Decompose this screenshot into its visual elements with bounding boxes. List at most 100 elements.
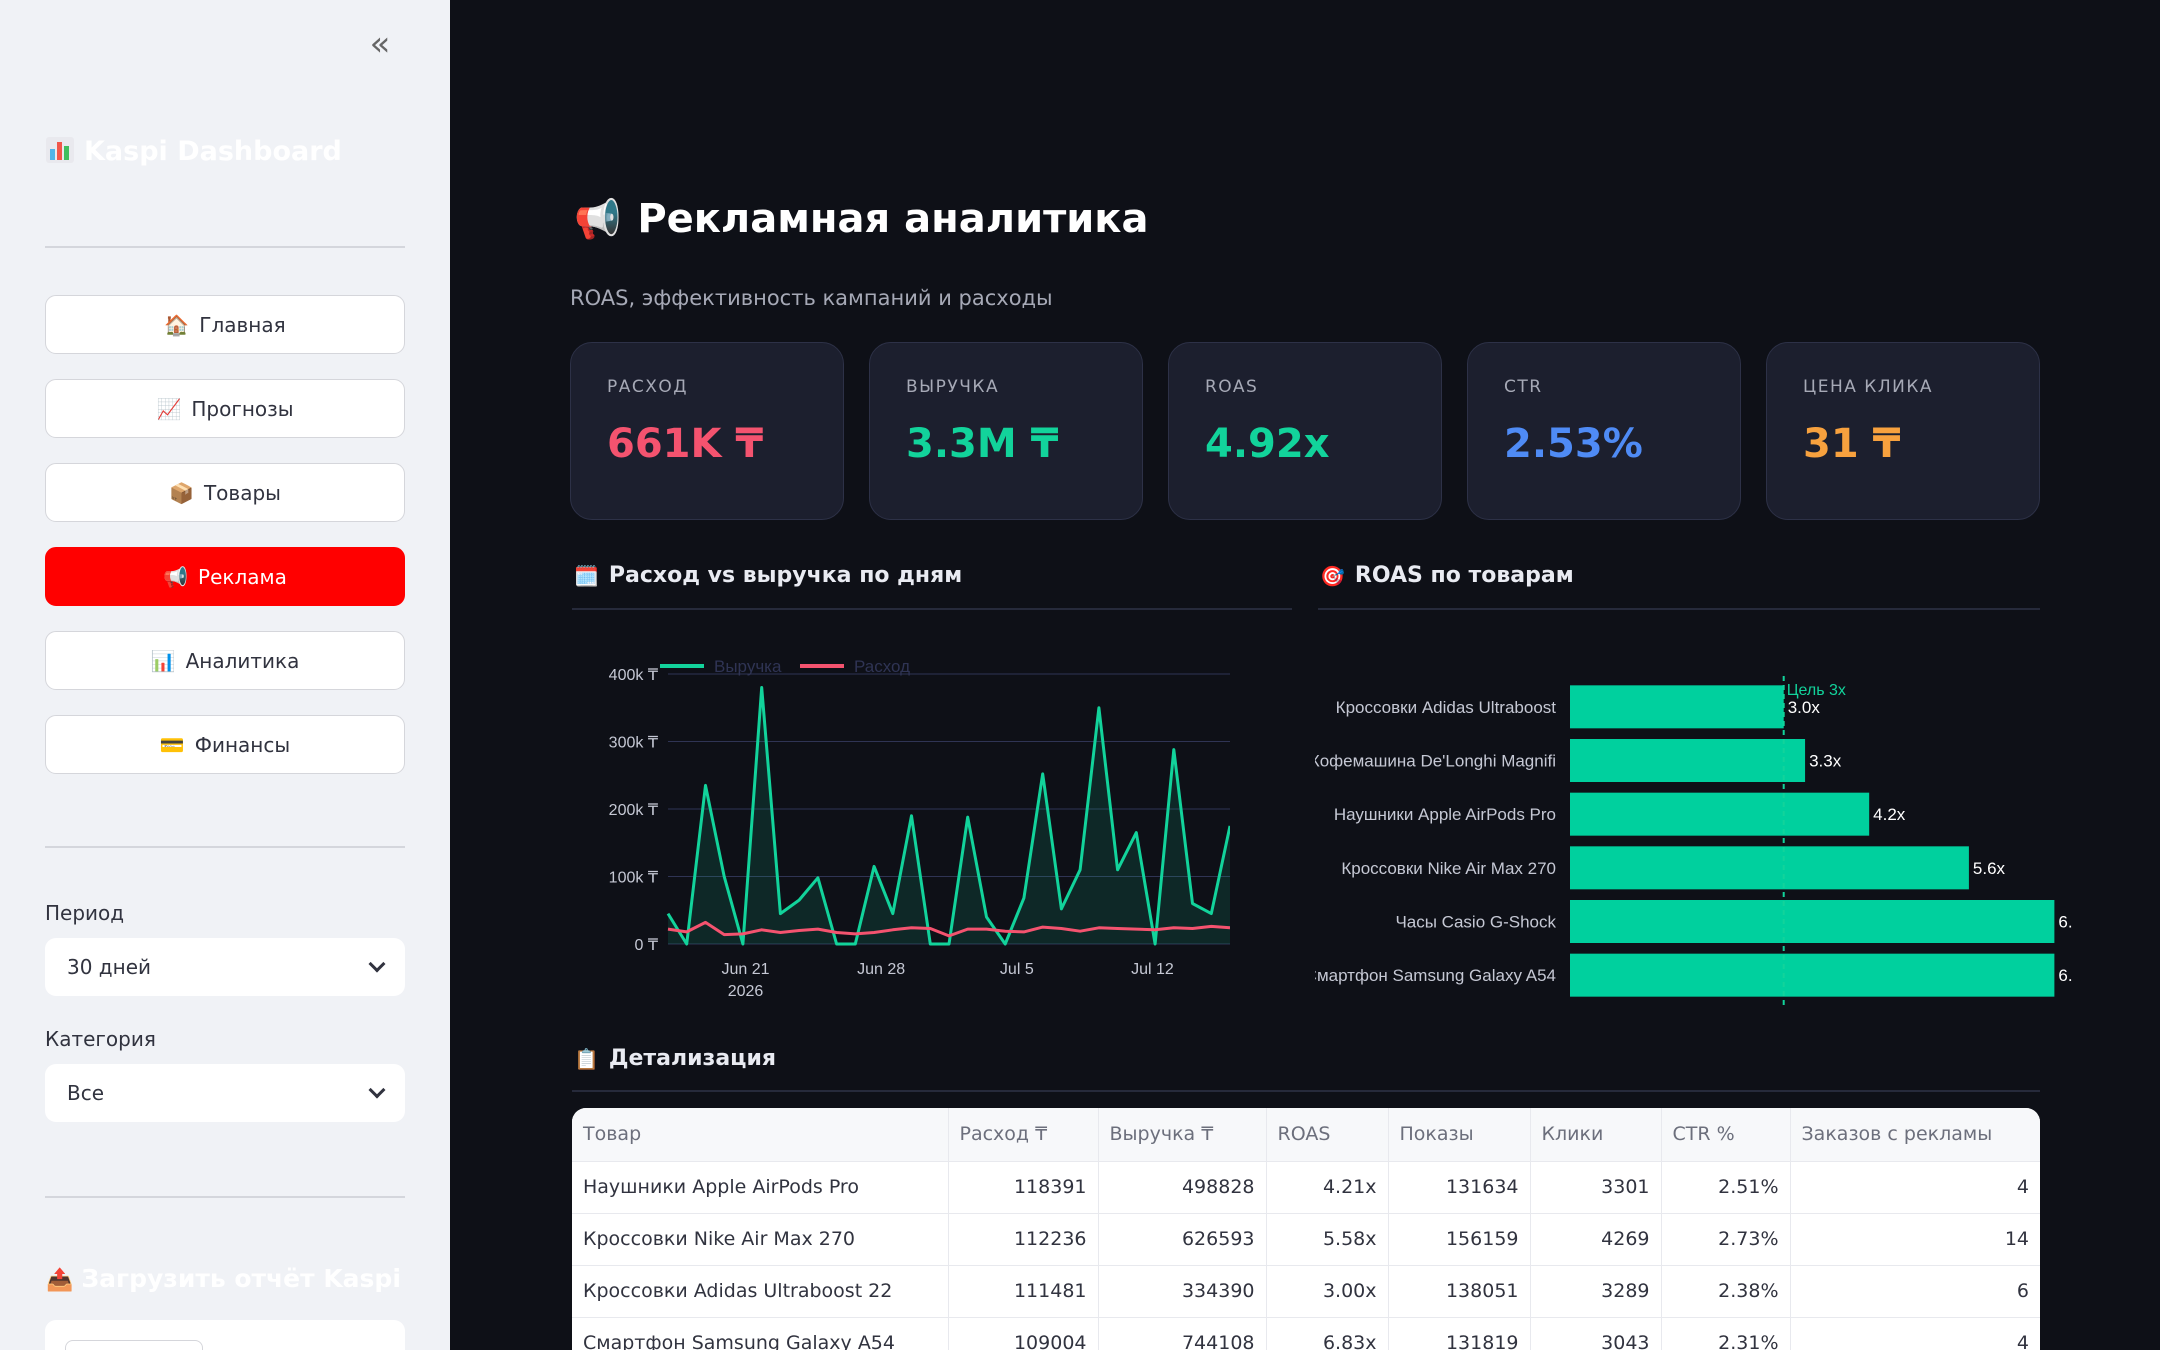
nav-home-button[interactable]: 🏠 Главная (45, 295, 405, 354)
kpi-value: 3.3M ₸ (906, 421, 1059, 467)
bar (1570, 900, 2055, 943)
bar-value-label: 3.0x (1788, 698, 1821, 717)
table-cell: 2.51% (1661, 1161, 1791, 1214)
column-header[interactable]: Расход ₸ (948, 1108, 1099, 1162)
page-title-text: Рекламная аналитика (637, 196, 1149, 242)
table-row: Кроссовки Nike Air Max 270 112236 626593… (572, 1213, 2040, 1266)
series-line-1 (667, 920, 1230, 938)
bar (1570, 953, 2055, 997)
table-cell: 3289 (1530, 1265, 1662, 1318)
kpi-card-roas: ROAS 4.92x (1168, 342, 1442, 520)
table-cell: 4 (1790, 1317, 2040, 1350)
column-header[interactable]: ROAS (1266, 1108, 1389, 1162)
x-tick-label: Jun 21 (721, 961, 769, 978)
column-header[interactable]: Выручка ₸ (1098, 1108, 1267, 1162)
column-header[interactable]: CTR % (1661, 1108, 1791, 1162)
column-header[interactable]: Заказов с рекламы (1790, 1108, 2040, 1162)
bar-plot-area: 3.0x 3.3x 4.2x 5.6x 6.6 6. (1570, 685, 2082, 997)
details-table-grid: Товар Расход ₸ Выручка ₸ ROAS Показы Кли… (572, 1108, 2040, 1350)
y-tick-label: 400k ₸ (609, 667, 659, 684)
kpi-card-spend: РАСХОД 661K ₸ (570, 342, 844, 520)
table-cell: 626593 (1098, 1213, 1267, 1266)
series-area-0 (668, 687, 1230, 944)
table-row: Кроссовки Adidas Ultraboost 22 111481 33… (572, 1265, 2040, 1318)
calendar-icon: 🗓️ (574, 563, 599, 588)
table-cell: 334390 (1098, 1265, 1267, 1318)
table-header-row: Товар Расход ₸ Выручка ₸ ROAS Показы Кли… (572, 1108, 2040, 1162)
nav-finance-button[interactable]: 💳 Финансы (45, 715, 405, 774)
bar-chart-icon (46, 137, 74, 163)
table-cell: 156159 (1388, 1213, 1531, 1266)
period-select[interactable]: 30 дней (45, 938, 405, 996)
nav-label: Финансы (194, 732, 291, 757)
megaphone-icon: 📢 (163, 564, 189, 589)
category-label: Кроссовки Adidas Ultraboost (1336, 698, 1557, 717)
collapse-sidebar-icon[interactable]: « (369, 24, 391, 64)
category-label: Смартфон Samsung Galaxy A54 (1315, 966, 1556, 985)
kpi-value: 2.53% (1504, 421, 1643, 467)
table-title-text: Детализация (608, 1046, 777, 1071)
table-cell: 2.38% (1661, 1265, 1791, 1318)
nav-ads-button[interactable]: 📢 Реклама (45, 547, 405, 606)
brand-title: Kaspi Dashboard (46, 136, 342, 167)
details-table[interactable]: Товар Расход ₸ Выручка ₸ ROAS Показы Кли… (572, 1108, 2040, 1350)
y-tick-label: 200k ₸ (609, 802, 659, 819)
clipboard-icon: 📋 (574, 1046, 599, 1071)
category-label: Кофемашина De'Longhi Magnifi (1315, 752, 1556, 771)
browse-files-button[interactable] (65, 1340, 203, 1350)
kpi-label: РАСХОД (607, 377, 689, 397)
column-header[interactable]: Товар (572, 1108, 949, 1162)
sidebar-divider (45, 846, 405, 848)
bar (1570, 685, 1784, 729)
column-header[interactable]: Клики (1530, 1108, 1662, 1162)
bar-chart-title-text: ROAS по товарам (1354, 563, 1574, 588)
y-tick-label: 100k ₸ (609, 870, 659, 887)
bar-value-label: 4.2x (1873, 805, 1906, 824)
column-header[interactable]: Показы (1388, 1108, 1531, 1162)
bar-chart-title: 🎯 ROAS по товарам (1320, 563, 1574, 588)
y-tick-label: 300k ₸ (609, 735, 659, 752)
table-cell: Кроссовки Adidas Ultraboost 22 (572, 1265, 949, 1318)
nav-analytics-button[interactable]: 📊 Аналитика (45, 631, 405, 690)
sidebar-divider (45, 246, 405, 248)
table-cell: 6 (1790, 1265, 2040, 1318)
table-cell: Смартфон Samsung Galaxy A54 (572, 1317, 949, 1350)
section-divider (572, 1090, 2040, 1092)
kpi-value: 661K ₸ (607, 421, 764, 467)
spend-revenue-line-chart: 0 ₸ 100k ₸ 200k ₸ 300k ₸ 400k ₸ Jun 21 2026 Jun… (609, 657, 1230, 1000)
kpi-label: ВЫРУЧКА (906, 377, 1000, 397)
kpi-card-revenue: ВЫРУЧКА 3.3M ₸ (869, 342, 1143, 520)
category-select[interactable]: Все (45, 1064, 405, 1122)
bar (1570, 846, 1969, 890)
table-cell: 4 (1790, 1161, 2040, 1214)
table-cell: 138051 (1388, 1265, 1531, 1318)
table-cell: 118391 (948, 1161, 1099, 1214)
megaphone-icon: 📢 (574, 196, 622, 241)
outbox-tray-icon: 📤 (46, 1268, 74, 1293)
home-icon: 🏠 (164, 312, 190, 337)
table-cell: 6.83x (1266, 1317, 1389, 1350)
table-cell: 131819 (1388, 1317, 1531, 1350)
credit-card-icon: 💳 (159, 732, 185, 757)
table-cell: Наушники Apple AirPods Pro (572, 1161, 949, 1214)
nav-label: Аналитика (185, 648, 300, 673)
nav-label: Прогнозы (191, 396, 294, 421)
sidebar: « Kaspi Dashboard 🏠 Главная 📈 Прогнозы 📦… (0, 0, 450, 1350)
bar-value-label: 3.3x (1809, 752, 1842, 771)
table-cell: 2.73% (1661, 1213, 1791, 1266)
file-uploader[interactable] (45, 1320, 405, 1350)
table-cell: 109004 (948, 1317, 1099, 1350)
category-label: Кроссовки Nike Air Max 270 (1341, 859, 1556, 878)
bar-value-label: 6.6 (2058, 913, 2082, 932)
table-cell: 4.21x (1266, 1161, 1389, 1214)
table-cell: 498828 (1098, 1161, 1267, 1214)
table-cell: 111481 (948, 1265, 1099, 1318)
kpi-label: ROAS (1205, 377, 1259, 397)
upload-title: 📤 Загрузить отчёт Kaspi (46, 1264, 401, 1293)
nav-forecasts-button[interactable]: 📈 Прогнозы (45, 379, 405, 438)
x-tick-label: Jun 28 (857, 961, 905, 978)
table-cell: Кроссовки Nike Air Max 270 (572, 1213, 949, 1266)
table-cell: 3.00x (1266, 1265, 1389, 1318)
nav-products-button[interactable]: 📦 Товары (45, 463, 405, 522)
line-chart-title-text: Расход vs выручка по дням (608, 563, 963, 588)
